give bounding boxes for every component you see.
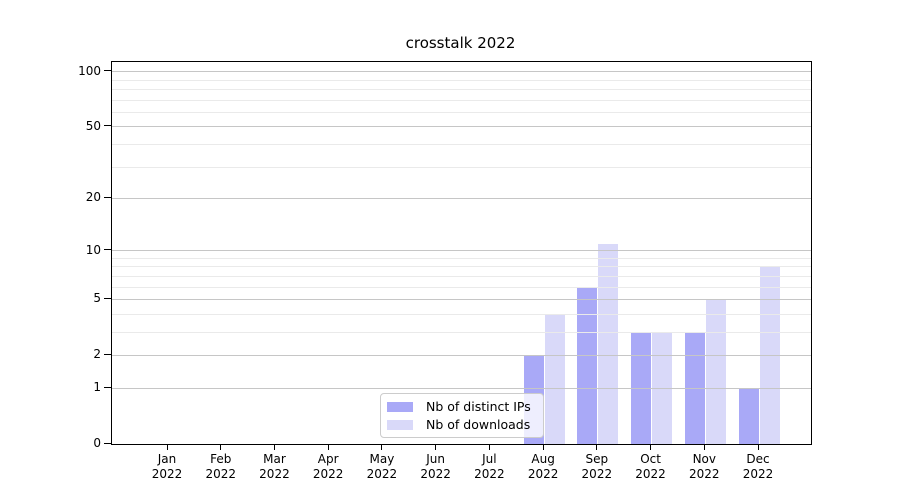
y-tick bbox=[104, 442, 111, 444]
x-tick-label: Aug 2022 bbox=[527, 452, 559, 481]
bar bbox=[544, 314, 565, 444]
x-tick bbox=[596, 444, 598, 450]
x-tick-label: Dec 2022 bbox=[742, 452, 774, 481]
gridline-minor bbox=[112, 79, 811, 81]
gridline-major bbox=[112, 387, 811, 389]
y-tick-label: 100 bbox=[78, 63, 101, 78]
x-tick bbox=[650, 444, 652, 450]
x-tick-label: May 2022 bbox=[366, 452, 398, 481]
x-tick bbox=[327, 444, 329, 450]
y-tick-label: 2 bbox=[93, 347, 101, 362]
bars-layer bbox=[112, 62, 811, 444]
bar bbox=[684, 332, 705, 444]
bar bbox=[577, 287, 598, 444]
legend-label-downloads: Nb of downloads bbox=[426, 417, 531, 432]
y-tick-label: 20 bbox=[85, 190, 101, 205]
y-tick bbox=[104, 70, 111, 72]
y-tick bbox=[104, 386, 111, 388]
x-tick-label: Apr 2022 bbox=[312, 452, 344, 481]
y-tick-label: 0 bbox=[93, 436, 101, 450]
gridline-major bbox=[112, 71, 811, 73]
bar bbox=[652, 332, 673, 444]
gridline-minor bbox=[112, 143, 811, 145]
x-tick-label: Jun 2022 bbox=[420, 452, 451, 481]
x-tick bbox=[542, 444, 544, 450]
plot-area: Nb of distinct IPs Nb of downloads bbox=[111, 61, 812, 445]
y-tick-label: 5 bbox=[93, 291, 101, 306]
y-tick bbox=[104, 249, 111, 251]
x-tick bbox=[435, 444, 437, 450]
legend-swatch-distinct-ips bbox=[387, 401, 413, 412]
x-tick bbox=[757, 444, 759, 450]
x-tick-label: Jul 2022 bbox=[474, 452, 505, 481]
gridline-minor bbox=[112, 313, 811, 315]
legend-item-downloads: Nb of downloads bbox=[387, 417, 531, 432]
x-tick-label: Feb 2022 bbox=[205, 452, 236, 481]
x-tick bbox=[488, 444, 490, 450]
chart-title: crosstalk 2022 bbox=[405, 34, 516, 52]
gridline-minor bbox=[112, 275, 811, 277]
x-tick bbox=[220, 444, 222, 450]
legend: Nb of distinct IPs Nb of downloads bbox=[380, 393, 544, 438]
x-tick bbox=[703, 444, 705, 450]
y-tick-label: 1 bbox=[93, 380, 101, 395]
y-tick-label: 10 bbox=[85, 242, 101, 257]
gridline-minor bbox=[112, 89, 811, 91]
x-tick bbox=[273, 444, 275, 450]
gridline-minor bbox=[112, 111, 811, 113]
bar bbox=[598, 243, 619, 444]
legend-swatch-downloads bbox=[387, 419, 413, 430]
gridline-major bbox=[112, 354, 811, 356]
x-tick-label: Oct 2022 bbox=[635, 452, 666, 481]
x-tick bbox=[166, 444, 168, 450]
gridline-major bbox=[112, 197, 811, 199]
bar bbox=[705, 299, 726, 444]
gridline-minor bbox=[112, 286, 811, 288]
bar bbox=[738, 388, 759, 444]
legend-item-distinct-ips: Nb of distinct IPs bbox=[387, 399, 531, 414]
y-tick-label: 50 bbox=[85, 118, 101, 133]
gridline-major bbox=[112, 250, 811, 252]
legend-label-distinct-ips: Nb of distinct IPs bbox=[426, 399, 531, 414]
gridline-minor bbox=[112, 266, 811, 268]
gridline-minor bbox=[112, 257, 811, 259]
bar bbox=[759, 266, 780, 444]
grid-layer bbox=[112, 62, 811, 444]
gridline-minor bbox=[112, 166, 811, 168]
x-tick bbox=[381, 444, 383, 450]
x-tick-label: Jan 2022 bbox=[151, 452, 183, 481]
y-tick bbox=[104, 297, 111, 299]
gridline-major bbox=[112, 298, 811, 300]
gridline-major bbox=[112, 126, 811, 128]
gridline-minor bbox=[112, 331, 811, 333]
y-tick bbox=[104, 353, 111, 355]
x-tick-label: Sep 2022 bbox=[581, 452, 613, 481]
gridline-minor bbox=[112, 99, 811, 101]
x-tick-label: Nov 2022 bbox=[689, 452, 720, 481]
x-tick-label: Mar 2022 bbox=[259, 452, 290, 481]
bar bbox=[631, 332, 652, 444]
y-tick bbox=[104, 196, 111, 198]
y-tick bbox=[104, 125, 111, 127]
